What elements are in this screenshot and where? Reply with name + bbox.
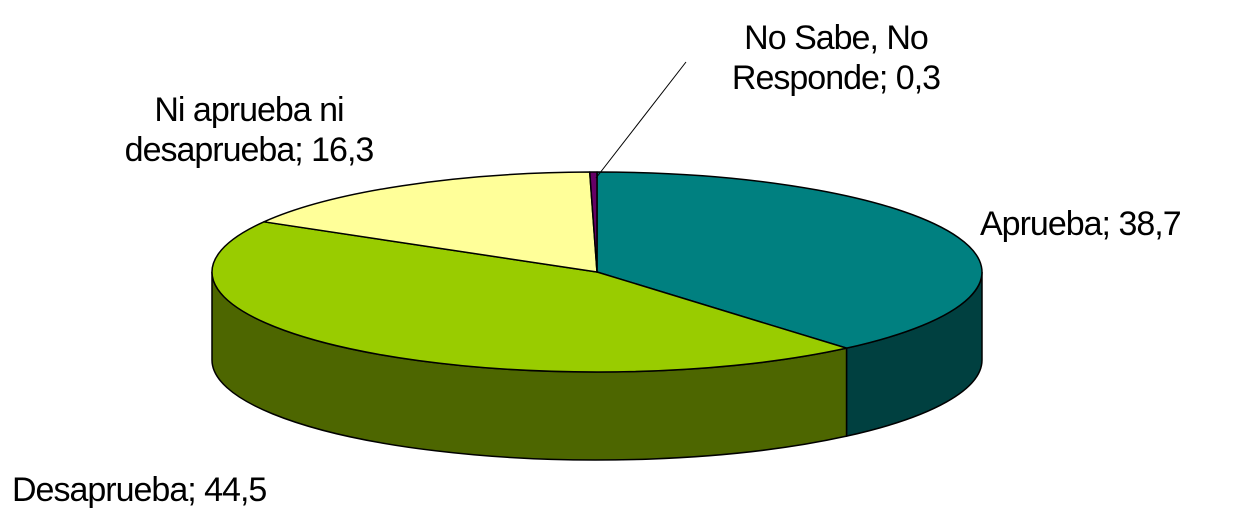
pie-slice-aprueba — [596, 171, 983, 349]
data-label-aprueba: Aprueba; 38,7 — [980, 205, 1182, 243]
pie-tops — [211, 171, 983, 373]
pie-slice-ni-aprueba — [263, 171, 598, 273]
leader-line-no-sabe — [595, 61, 687, 179]
pie-slice-desaprueba — [211, 221, 848, 373]
data-label-no-sabe: No Sabe, No Responde; 0,3 — [731, 19, 941, 97]
data-label-ni-aprueba: Ni aprueba ni desaprueba; 16,3 — [124, 91, 375, 169]
data-label-desaprueba: Desaprueba; 44,5 — [12, 471, 267, 509]
pie-slice-no-sabe — [588, 171, 598, 273]
